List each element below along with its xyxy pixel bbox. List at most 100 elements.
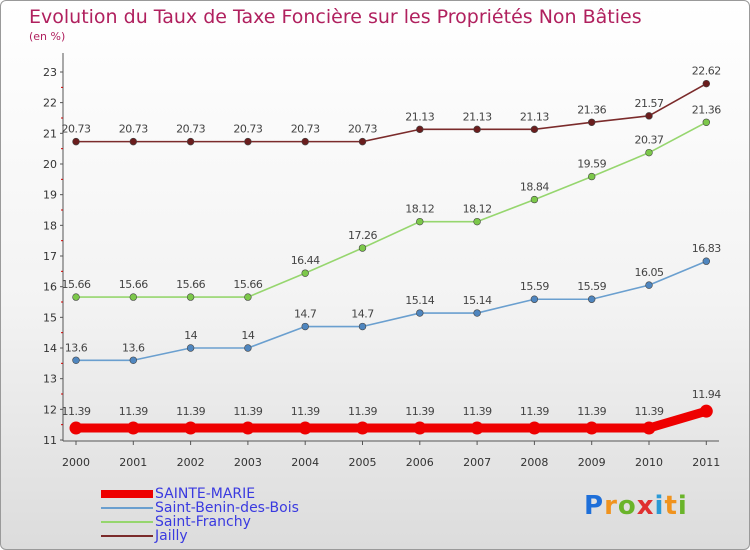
data-point — [470, 421, 484, 435]
data-label: 11.39 — [291, 405, 320, 418]
data-label: 11.39 — [635, 405, 664, 418]
data-label: 21.13 — [520, 110, 549, 123]
data-point — [301, 322, 309, 331]
data-point — [301, 137, 309, 146]
data-point — [702, 79, 710, 88]
data-point — [530, 295, 539, 303]
y-tick-label: 13 — [43, 373, 57, 386]
data-label: 11.39 — [520, 405, 549, 418]
data-label: 14.7 — [294, 308, 317, 321]
data-label: 20.73 — [119, 123, 148, 136]
data-label: 14 — [184, 329, 197, 342]
data-point — [416, 309, 424, 317]
data-point — [587, 172, 596, 181]
y-tick-label: 21 — [43, 127, 57, 140]
series-sainte-marie: 11.39 11.39 11.39 11.39 11.39 11.39 11.39 11.39… — [62, 388, 722, 435]
x-tick-label: 2004 — [291, 456, 319, 469]
data-label: 19.59 — [577, 158, 606, 171]
data-label: 11.39 — [577, 405, 606, 418]
y-tick-label: 19 — [43, 189, 57, 202]
data-label: 15.59 — [577, 280, 606, 293]
data-point — [129, 356, 138, 364]
legend-swatch — [101, 507, 153, 509]
series-line — [71, 406, 711, 433]
y-tick-label: 11 — [43, 434, 57, 447]
data-label: 21.57 — [635, 97, 664, 110]
data-point — [702, 257, 710, 265]
data-point — [186, 137, 195, 146]
data-label: 21.13 — [405, 110, 434, 123]
x-tick-label: 2000 — [62, 456, 90, 469]
data-label: 11.94 — [692, 388, 721, 401]
y-tick-label: 22 — [43, 97, 57, 110]
y-tick-label: 17 — [43, 250, 57, 263]
logo-letter: o — [617, 491, 637, 521]
data-point — [301, 269, 309, 277]
data-label: 18.84 — [520, 181, 549, 194]
data-label: 13.6 — [122, 341, 145, 354]
data-point — [184, 421, 198, 435]
data-label: 21.36 — [692, 103, 721, 116]
chart-title: Evolution du Taux de Taxe Foncière sur l… — [29, 6, 642, 28]
data-point — [241, 421, 255, 435]
legend-swatch — [101, 535, 153, 537]
data-label: 11.39 — [62, 405, 91, 418]
chart-subtitle: (en %) — [29, 30, 66, 43]
series-saint-benin-des-bois: 13.6 13.6 14 14 14.7 14.7 15.14 15.14 15.59 15.59… — [65, 242, 722, 364]
data-label: 15.66 — [62, 278, 91, 291]
x-tick-label: 2003 — [234, 456, 262, 469]
y-tick-label: 12 — [43, 403, 57, 416]
legend-label: Saint-Benin-des-Bois — [155, 500, 299, 516]
legend-label: Saint-Franchy — [155, 514, 251, 530]
data-point — [358, 137, 367, 146]
data-point — [416, 125, 424, 134]
legend-swatch — [101, 521, 153, 523]
data-point — [72, 356, 80, 364]
y-tick-label: 15 — [43, 311, 57, 324]
data-point — [642, 421, 656, 435]
data-label: 21.13 — [463, 110, 492, 123]
data-label: 16.05 — [635, 266, 664, 279]
logo-letter: t — [664, 491, 678, 521]
legend-label: Jailly — [155, 528, 188, 544]
y-tick-label: 18 — [43, 219, 57, 232]
data-point — [244, 137, 252, 146]
data-point — [645, 112, 653, 120]
data-point — [530, 195, 539, 204]
data-label: 11.39 — [233, 405, 262, 418]
data-point — [530, 125, 539, 134]
logo-letter: P — [584, 491, 605, 521]
data-point — [587, 295, 596, 303]
data-point — [126, 421, 140, 435]
data-label: 18.12 — [463, 203, 492, 216]
x-tick-label: 2009 — [578, 456, 606, 469]
logo-letter: i — [654, 491, 665, 521]
data-label: 15.59 — [520, 280, 549, 293]
data-point — [699, 404, 713, 418]
data-point — [358, 322, 367, 331]
data-label: 20.73 — [291, 123, 320, 136]
data-label: 16.44 — [291, 254, 320, 267]
data-label: 20.37 — [635, 134, 664, 147]
logo-letter: x — [636, 491, 655, 521]
data-point — [356, 421, 369, 435]
data-label: 20.73 — [176, 123, 205, 136]
data-point — [645, 148, 653, 157]
data-point — [413, 421, 427, 435]
y-tick-label: 14 — [43, 342, 57, 355]
data-label: 11.39 — [119, 405, 148, 418]
series-jailly: 20.73 20.73 20.73 20.73 20.73 20.73 21.13 21.13… — [62, 65, 721, 146]
x-tick-label: 2007 — [463, 456, 491, 469]
data-label: 14.7 — [351, 308, 374, 321]
data-label: 22.62 — [692, 65, 721, 78]
data-point — [186, 293, 195, 301]
data-point — [244, 344, 252, 352]
data-point — [473, 217, 481, 226]
data-point — [72, 137, 80, 146]
x-tick-label: 2006 — [406, 456, 434, 469]
data-point — [416, 217, 424, 226]
data-label: 20.73 — [233, 123, 262, 136]
data-point — [358, 244, 367, 252]
x-tick-label: 2008 — [520, 456, 548, 469]
